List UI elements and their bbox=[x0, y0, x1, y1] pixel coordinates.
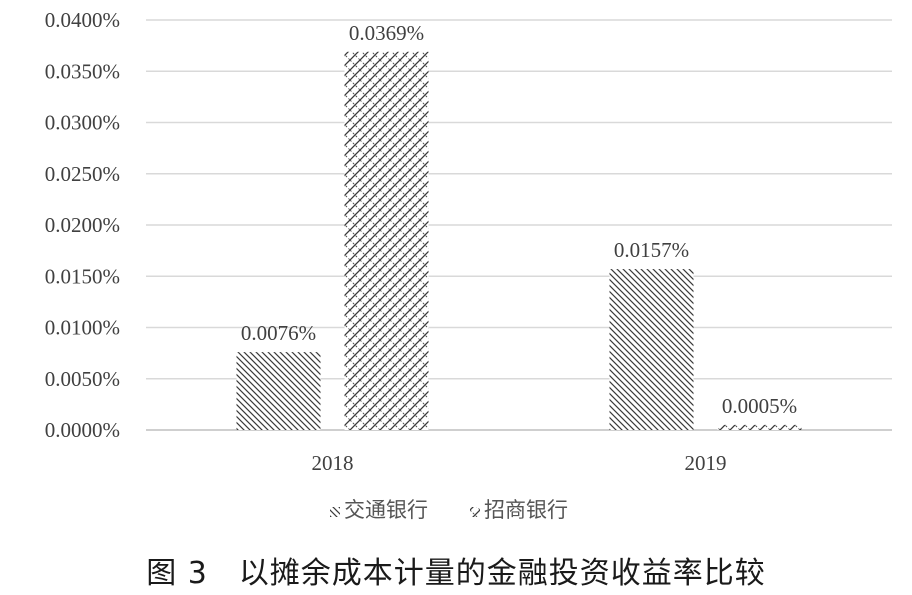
y-tick-label: 0.0250% bbox=[45, 162, 120, 186]
legend-swatch bbox=[470, 507, 480, 517]
legend-label: 招商银行 bbox=[484, 498, 568, 522]
legend-label: 交通银行 bbox=[344, 498, 428, 522]
y-tick-label: 0.0050% bbox=[45, 367, 120, 391]
bar-chart: 0.0000% 0.0050% 0.0100% 0.0150% 0.0200% 0.025… bbox=[45, 8, 892, 522]
x-tick-label: 2019 bbox=[685, 451, 727, 475]
y-tick-label: 0.0300% bbox=[45, 111, 120, 135]
y-tick-label: 0.0400% bbox=[45, 8, 120, 32]
y-tick-label: 0.0000% bbox=[45, 418, 120, 442]
bar-2018-series-0 bbox=[236, 352, 321, 430]
bar-2018-series-1 bbox=[344, 51, 429, 431]
y-tick-label: 0.0200% bbox=[45, 213, 120, 237]
legend-swatch bbox=[330, 507, 340, 517]
data-label: 0.0369% bbox=[349, 21, 424, 45]
bar-2019-series-1 bbox=[717, 424, 802, 430]
data-label: 0.0076% bbox=[241, 321, 316, 345]
x-tick-label: 2018 bbox=[312, 451, 354, 475]
y-tick-label: 0.0150% bbox=[45, 264, 120, 288]
figure-caption: 图 3 以摊余成本计量的金融投资收益率比较 bbox=[146, 556, 766, 591]
data-label: 0.0157% bbox=[614, 238, 689, 262]
data-label: 0.0005% bbox=[722, 394, 797, 418]
y-tick-label: 0.0100% bbox=[45, 316, 120, 340]
bar-2019-series-0 bbox=[609, 269, 694, 430]
y-tick-label: 0.0350% bbox=[45, 59, 120, 83]
